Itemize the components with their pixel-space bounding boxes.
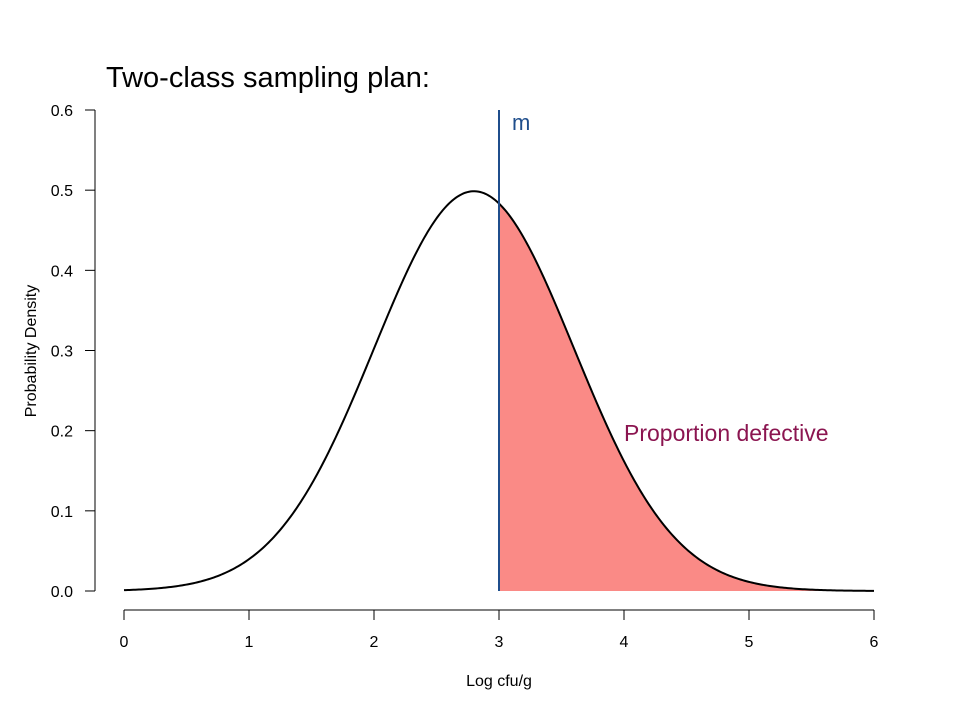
y-axis-title: Probability Density: [23, 285, 40, 418]
x-tick-label: 2: [370, 634, 379, 651]
x-tick-label: 5: [745, 634, 754, 651]
y-tick-label: 0.0: [51, 584, 73, 601]
y-tick-label: 0.2: [51, 424, 73, 441]
y-tick-label: 0.3: [51, 344, 73, 361]
y-tick-label: 0.6: [51, 103, 73, 120]
shaded-region-label: Proportion defective: [624, 420, 829, 446]
y-tick-label: 0.5: [51, 183, 73, 200]
x-tick-label: 3: [495, 634, 504, 651]
y-tick-label: 0.4: [51, 263, 73, 280]
x-axis-title: Log cfu/g: [466, 673, 532, 690]
chart-title: Two-class sampling plan:: [106, 62, 430, 94]
shaded-region-proportion-defective: [499, 203, 874, 591]
axes: 0 1 2 3 4 5 6 0.0 0.1 0.2 0.3 0.4 0.5 0.6: [51, 103, 879, 651]
plot-area: m Proportion defective: [123, 110, 875, 592]
y-tick-label: 0.1: [51, 504, 73, 521]
x-tick-label: 4: [620, 634, 629, 651]
x-tick-label: 0: [120, 634, 129, 651]
x-tick-label: 1: [245, 634, 254, 651]
x-tick-label: 6: [870, 634, 879, 651]
threshold-label-m: m: [512, 110, 530, 135]
